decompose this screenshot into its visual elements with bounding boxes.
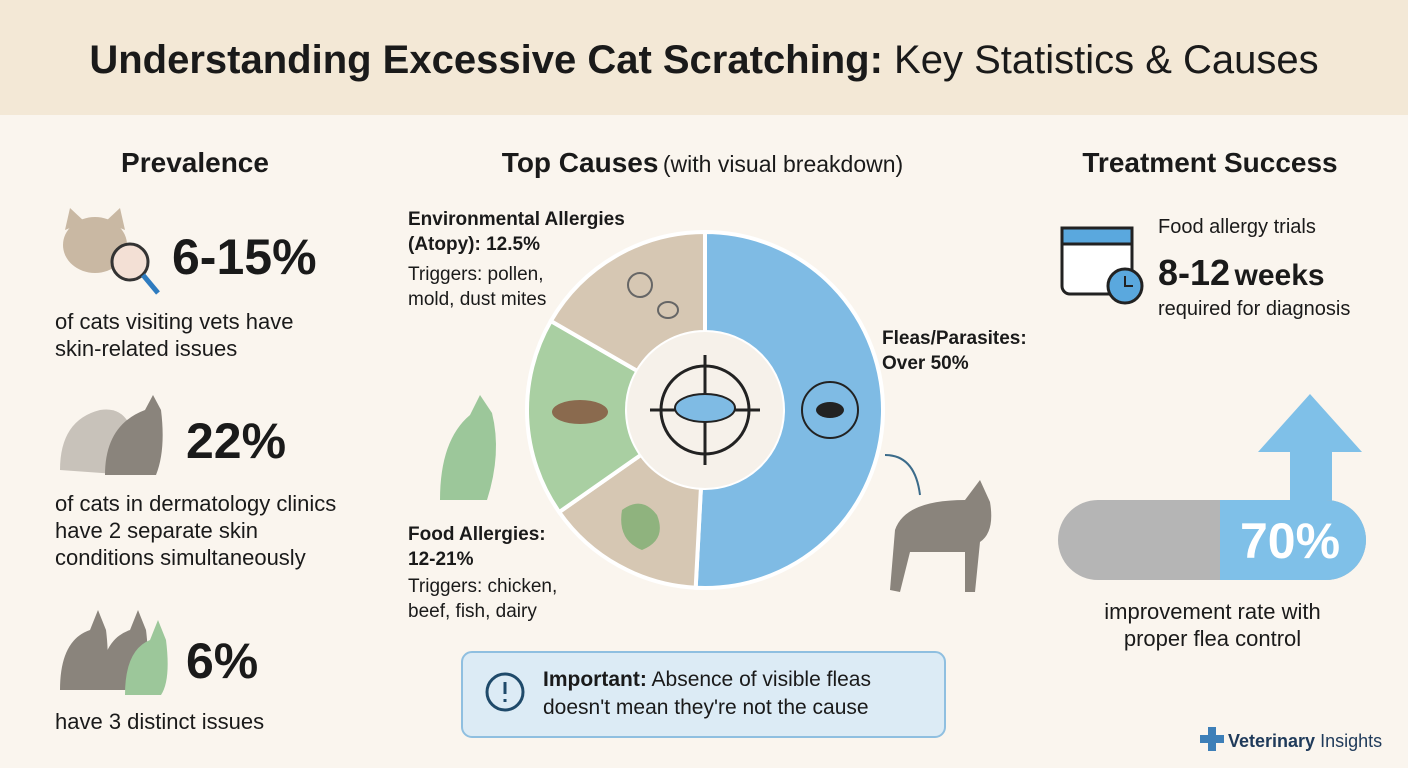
brand-rest: Insights — [1320, 731, 1383, 751]
title-rest: Key Statistics & Causes — [894, 38, 1319, 82]
trial-label: Food allergy trials — [1158, 216, 1316, 238]
note-text: Absence of visible fleas doesn't mean th… — [543, 668, 871, 719]
section-heading: Treatment Success — [1082, 147, 1338, 178]
flea-target — [801, 381, 859, 439]
arrow — [884, 454, 921, 496]
cause-label: Environmental Allergies (Atopy): 12.5% — [408, 209, 625, 255]
flea-small — [816, 402, 844, 418]
trial-value-row: 8-12 weeks — [1158, 252, 1325, 294]
cause-detail: Triggers: chicken, beef, fish, dairy — [408, 576, 558, 622]
causes-heading: Top Causes (with visual breakdown) — [400, 147, 1005, 179]
stat-text: of cats visiting vets have skin-related … — [55, 309, 294, 361]
brand-logo — [1200, 727, 1224, 751]
brand-strong: Veterinary — [1228, 731, 1316, 751]
calendar-icon — [1060, 226, 1144, 305]
up-arrow — [1258, 394, 1362, 512]
progress-fill — [1220, 500, 1366, 580]
improvement-text: improvement rate with proper flea contro… — [1104, 599, 1321, 651]
trial-value: 8-12 — [1158, 252, 1231, 293]
title: Understanding Excessive Cat Scratching: … — [0, 38, 1408, 83]
trial-unit: weeks — [1234, 259, 1325, 292]
title-strong: Understanding Excessive Cat Scratching: — [89, 38, 883, 82]
flea-icon — [674, 393, 736, 423]
note-icon — [485, 672, 525, 712]
stat-text: of cats in dermatology clinics have 2 se… — [55, 491, 337, 570]
cause-label: Fleas/Parasites: Over 50% — [882, 328, 1027, 374]
stat-value: 6-15% — [172, 229, 317, 285]
cat-icons — [60, 208, 992, 695]
note-strong: Important: — [543, 668, 647, 691]
section-heading: Prevalence — [121, 147, 269, 178]
stat-text: have 3 distinct issues — [55, 709, 265, 734]
note-box — [461, 651, 946, 738]
cause-donut — [525, 229, 885, 590]
food-icon — [621, 503, 660, 550]
cause-detail: Triggers: pollen, mold, dust mites — [408, 264, 547, 310]
brand: Veterinary Insights — [1228, 731, 1382, 752]
stat-value: 6% — [186, 633, 259, 689]
header-band — [0, 0, 1408, 115]
section-heading: Top Causes — [501, 147, 659, 178]
food-bowl — [552, 400, 608, 424]
mite-icon — [657, 301, 679, 319]
pollen-icon — [627, 272, 653, 298]
stat-value: 22% — [186, 413, 287, 469]
cause-label: Food Allergies: 12-21% — [408, 524, 546, 570]
heading-note: (with visual breakdown) — [662, 151, 904, 177]
note: Important: Absence of visible fleas does… — [543, 666, 933, 722]
trial-text: required for diagnosis — [1158, 298, 1351, 320]
improvement-value: 70% — [1239, 513, 1341, 569]
